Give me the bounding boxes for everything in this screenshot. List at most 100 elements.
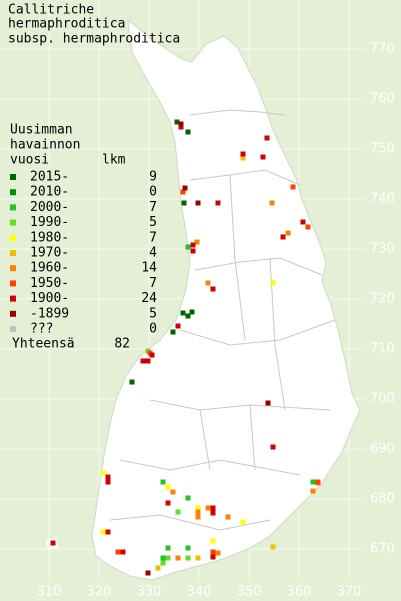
legend: 2015- 9 2010- 0 2000- 7 1990- 5 1980- 7 1970- 4 1960…: [10, 170, 157, 337]
record-square: [300, 219, 306, 225]
record-square: [180, 310, 186, 316]
legend-label: 2010-: [30, 185, 69, 200]
record-square: [185, 244, 191, 250]
record-square: [260, 154, 266, 160]
record-square: [285, 230, 291, 236]
record-square: [310, 488, 316, 494]
record-square: [100, 470, 106, 476]
y-tick-label: 700: [370, 392, 395, 407]
x-tick-label: 340: [187, 585, 212, 600]
legend-label: ???: [30, 322, 53, 337]
record-square: [182, 185, 188, 191]
x-tick-label: 370: [337, 585, 362, 600]
x-tick-label: 330: [137, 585, 162, 600]
record-square: [195, 505, 201, 511]
legend-label: 1970-: [30, 246, 69, 261]
squares: [50, 119, 321, 576]
legend-swatch: [10, 250, 16, 256]
record-square: [174, 119, 180, 125]
record-square: [310, 479, 316, 485]
legend-label: 1900-: [30, 291, 69, 306]
x-tick-label: 360: [287, 585, 312, 600]
y-tick-label: 710: [370, 342, 395, 357]
title-line: Callitriche: [8, 3, 94, 18]
y-tick-label: 770: [370, 42, 395, 57]
total-label: Yhteensä: [12, 337, 75, 352]
legend-label: 1950-: [30, 276, 69, 291]
legend-swatch: [10, 234, 16, 241]
record-square: [265, 400, 271, 406]
y-tick-label: 690: [370, 442, 395, 457]
legend-count: 5: [149, 306, 157, 321]
record-square: [270, 444, 276, 450]
record-square: [50, 540, 56, 546]
title-line: hermaphroditica: [8, 17, 125, 32]
record-square: [194, 239, 200, 245]
y-tick-label: 760: [370, 92, 395, 107]
legend-swatch: [10, 295, 16, 302]
record-square: [180, 189, 186, 195]
record-square: [210, 538, 216, 544]
record-square: [215, 200, 221, 206]
record-square: [155, 565, 161, 571]
y-tick-label: 670: [370, 542, 395, 557]
record-square: [215, 550, 221, 556]
record-square: [189, 309, 195, 315]
record-square: [181, 200, 187, 206]
legend-label: -1899: [30, 306, 69, 321]
region-borders: [109, 109, 336, 531]
record-square: [105, 479, 111, 485]
legend-heading: Uusimman: [10, 123, 73, 138]
record-square: [225, 514, 231, 520]
y-tick-label: 720: [370, 292, 395, 307]
record-square: [195, 509, 201, 515]
legend-swatch: [10, 174, 16, 180]
record-square: [105, 529, 111, 535]
record-square: [170, 489, 176, 495]
record-square: [240, 519, 246, 525]
y-tick-label: 740: [370, 192, 395, 207]
legend-swatch: [10, 265, 16, 272]
record-square: [269, 200, 275, 206]
legend-count: 4: [149, 246, 157, 261]
record-square: [145, 358, 151, 364]
record-square: [210, 286, 216, 292]
y-tick-label: 730: [370, 242, 395, 257]
record-square: [115, 549, 121, 555]
record-square: [205, 505, 211, 511]
record-square: [290, 184, 296, 190]
record-square: [280, 234, 286, 240]
x-tick-label: 320: [87, 585, 112, 600]
legend-swatch: [10, 326, 16, 332]
y-tick-label: 750: [370, 142, 395, 157]
record-square: [175, 323, 181, 329]
record-square: [240, 151, 246, 157]
legend-count: 7: [149, 200, 157, 215]
record-square: [178, 124, 184, 130]
legend-count: 0: [149, 322, 157, 337]
record-square: [149, 352, 155, 358]
title-line: subsp. hermaphroditica: [8, 32, 180, 47]
record-square: [305, 224, 311, 230]
record-square: [190, 248, 196, 254]
y-tick-label: 680: [370, 492, 395, 507]
record-square: [120, 549, 126, 555]
record-square: [185, 129, 191, 135]
legend-count: 24: [141, 291, 157, 306]
total-value: 82: [114, 337, 130, 352]
legend-label: 2015-: [30, 170, 69, 185]
record-square: [315, 479, 321, 485]
record-square: [160, 560, 166, 566]
record-square: [185, 545, 191, 551]
legend-label: 2000-: [30, 200, 69, 215]
record-square: [210, 549, 216, 555]
record-square: [160, 555, 166, 561]
record-square: [195, 200, 201, 206]
record-square: [100, 529, 106, 535]
record-square: [210, 505, 216, 511]
record-square: [165, 484, 171, 490]
x-tick-label: 310: [37, 585, 62, 600]
record-square: [165, 500, 171, 506]
record-square: [270, 544, 276, 550]
